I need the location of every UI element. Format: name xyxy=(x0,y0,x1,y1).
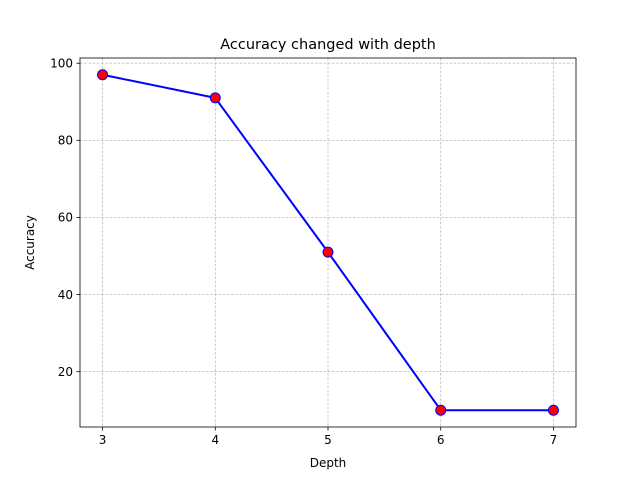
y-tick-label: 100 xyxy=(50,57,73,71)
data-point xyxy=(547,404,559,416)
data-point xyxy=(97,69,109,81)
x-tick-label: 7 xyxy=(550,433,558,447)
data-point xyxy=(435,404,447,416)
y-tick-label: 60 xyxy=(58,211,73,225)
y-tick-label: 40 xyxy=(58,288,73,302)
data-point xyxy=(322,246,334,258)
chart-title: Accuracy changed with depth xyxy=(220,37,436,53)
x-tick-label: 6 xyxy=(437,433,445,447)
x-tick-label: 5 xyxy=(324,433,332,447)
x-tick-label: 4 xyxy=(211,433,219,447)
y-tick-label: 20 xyxy=(58,365,73,379)
x-axis-label: Depth xyxy=(310,456,347,470)
plot-frame xyxy=(79,57,577,428)
grid xyxy=(80,58,576,427)
x-tick-label: 3 xyxy=(99,433,107,447)
series-layer xyxy=(97,69,559,416)
y-tick-label: 80 xyxy=(58,134,73,148)
axis-ticks: 3 4 5 6 7 20 40 60 80 100 xyxy=(50,57,557,447)
y-axis-label: Accuracy xyxy=(23,215,37,270)
data-point xyxy=(209,92,221,104)
